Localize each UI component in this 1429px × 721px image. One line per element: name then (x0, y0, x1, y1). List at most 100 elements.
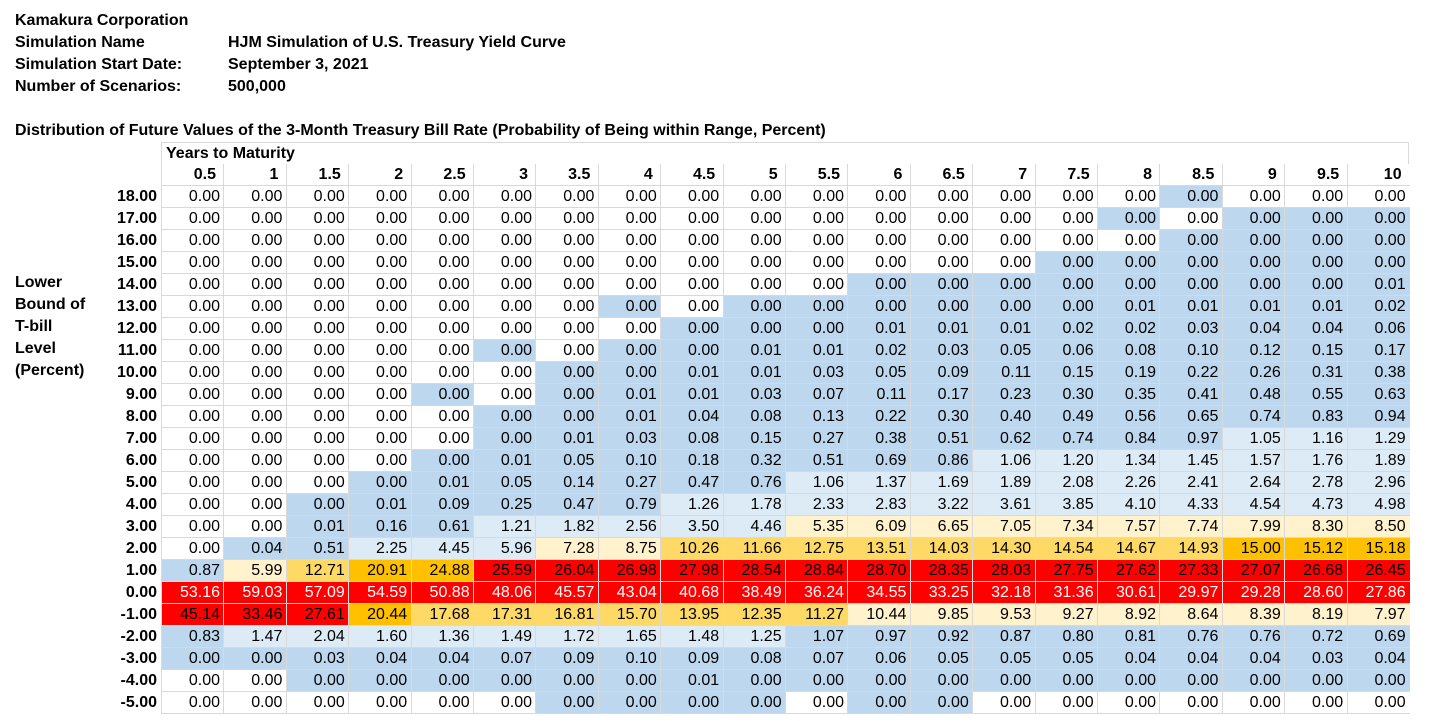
column-header: 6.5 (909, 164, 973, 186)
table-cell: 0.00 (223, 472, 287, 494)
table-cell: 1.76 (1284, 450, 1348, 472)
table-cell: 20.91 (348, 560, 412, 582)
table-cell: 0.00 (597, 186, 661, 208)
table-cell: 0.01 (660, 384, 724, 406)
column-header: 8.5 (1159, 164, 1223, 186)
table-cell: 0.35 (1097, 384, 1160, 406)
table-cell: 0.00 (161, 252, 224, 274)
table-cell: 0.01 (535, 428, 599, 450)
table-cell: 0.00 (410, 406, 474, 428)
table-cell: 1.06 (972, 450, 1036, 472)
table-cell: 0.00 (473, 670, 536, 692)
table-cell: 1.49 (473, 626, 536, 648)
table-cell: 0.81 (1097, 626, 1160, 648)
table-cell: 0.00 (473, 362, 536, 384)
table-cell: 2.41 (1159, 472, 1223, 494)
row-header: -5.00 (120, 694, 157, 711)
table-cell: 0.00 (909, 230, 973, 252)
table-cell: 0.69 (1346, 626, 1410, 648)
table-cell: 0.00 (909, 670, 973, 692)
table-cell: 0.00 (161, 230, 224, 252)
column-header: 3 (473, 164, 536, 186)
table-cell: 26.98 (597, 560, 661, 582)
table-cell: 0.84 (1097, 428, 1160, 450)
table-cell: 7.05 (972, 516, 1036, 538)
table-cell: 54.59 (348, 582, 412, 604)
table-cell: 24.88 (410, 560, 474, 582)
table-cell: 0.00 (473, 296, 536, 318)
table-cell: 0.22 (1159, 362, 1223, 384)
table-cell: 0.06 (1034, 340, 1098, 362)
table-cell: 0.00 (722, 318, 786, 340)
table-cell: 0.04 (1284, 318, 1348, 340)
table-cell: 0.00 (1097, 274, 1160, 296)
table-cell: 0.00 (1159, 274, 1223, 296)
table-cell: 0.00 (410, 296, 474, 318)
table-cell: 0.00 (722, 208, 786, 230)
table-cell: 0.80 (1034, 626, 1098, 648)
table-cell: 0.15 (1284, 340, 1348, 362)
table-cell: 28.54 (722, 560, 786, 582)
table-cell: 0.00 (285, 186, 349, 208)
row-header: 6.00 (125, 452, 157, 469)
table-cell: 0.47 (535, 494, 599, 516)
table-cell: 45.14 (161, 604, 224, 626)
table-cell: 0.38 (1346, 362, 1410, 384)
table-cell: 0.00 (660, 230, 724, 252)
row-header: 7.00 (125, 430, 157, 447)
table-cell: 0.00 (1346, 186, 1410, 208)
table-cell: 36.24 (785, 582, 848, 604)
table-cell: 0.40 (972, 406, 1036, 428)
table-cell: 0.02 (847, 340, 911, 362)
table-cell: 3.22 (909, 494, 973, 516)
table-cell: 0.00 (410, 384, 474, 406)
table-cell: 8.19 (1284, 604, 1348, 626)
table-cell: 1.48 (660, 626, 724, 648)
table-cell: 7.74 (1159, 516, 1223, 538)
table-cell: 0.00 (161, 340, 224, 362)
field-label-start-date: Simulation Start Date: (15, 56, 183, 73)
table-cell: 1.20 (1034, 450, 1098, 472)
table-cell: 0.00 (660, 208, 724, 230)
table-cell: 0.00 (161, 296, 224, 318)
row-axis-label-line: (Percent) (15, 362, 85, 379)
table-cell: 6.09 (847, 516, 911, 538)
table-cell: 0.00 (722, 692, 786, 714)
table-cell: 33.25 (909, 582, 973, 604)
table-cell: 31.36 (1034, 582, 1098, 604)
table-cell: 0.01 (1221, 296, 1285, 318)
table-cell: 0.00 (1034, 208, 1098, 230)
table-cell: 0.08 (1097, 340, 1160, 362)
table-cell: 2.08 (1034, 472, 1098, 494)
table-cell: 0.00 (722, 230, 786, 252)
table-cell: 2.25 (348, 538, 412, 560)
column-header: 1.5 (285, 164, 349, 186)
column-header: 4.5 (660, 164, 724, 186)
table-cell: 29.28 (1221, 582, 1285, 604)
table-cell: 26.04 (535, 560, 599, 582)
column-header: 3.5 (535, 164, 599, 186)
column-header: 5.5 (785, 164, 848, 186)
table-cell: 1.29 (1346, 428, 1410, 450)
table-cell: 0.14 (535, 472, 599, 494)
table-cell: 17.68 (410, 604, 474, 626)
table-cell: 40.68 (660, 582, 724, 604)
table-cell: 0.08 (722, 648, 786, 670)
table-cell: 0.00 (909, 692, 973, 714)
field-value-scenarios: 500,000 (228, 78, 286, 95)
table-cell: 0.11 (847, 384, 911, 406)
row-header: 0.00 (125, 584, 157, 601)
table-cell: 0.97 (847, 626, 911, 648)
table-cell: 0.00 (223, 450, 287, 472)
column-header: 7 (972, 164, 1036, 186)
table-cell: 0.00 (660, 340, 724, 362)
table-cell: 12.35 (722, 604, 786, 626)
table-cell: 27.07 (1221, 560, 1285, 582)
table-cell: 1.89 (1346, 450, 1410, 472)
table-cell: 0.47 (660, 472, 724, 494)
column-group-label: Years to Maturity (161, 142, 1409, 164)
table-cell: 16.81 (535, 604, 599, 626)
table-cell: 0.00 (410, 318, 474, 340)
table-cell: 0.00 (535, 406, 599, 428)
table-cell: 0.01 (348, 494, 412, 516)
